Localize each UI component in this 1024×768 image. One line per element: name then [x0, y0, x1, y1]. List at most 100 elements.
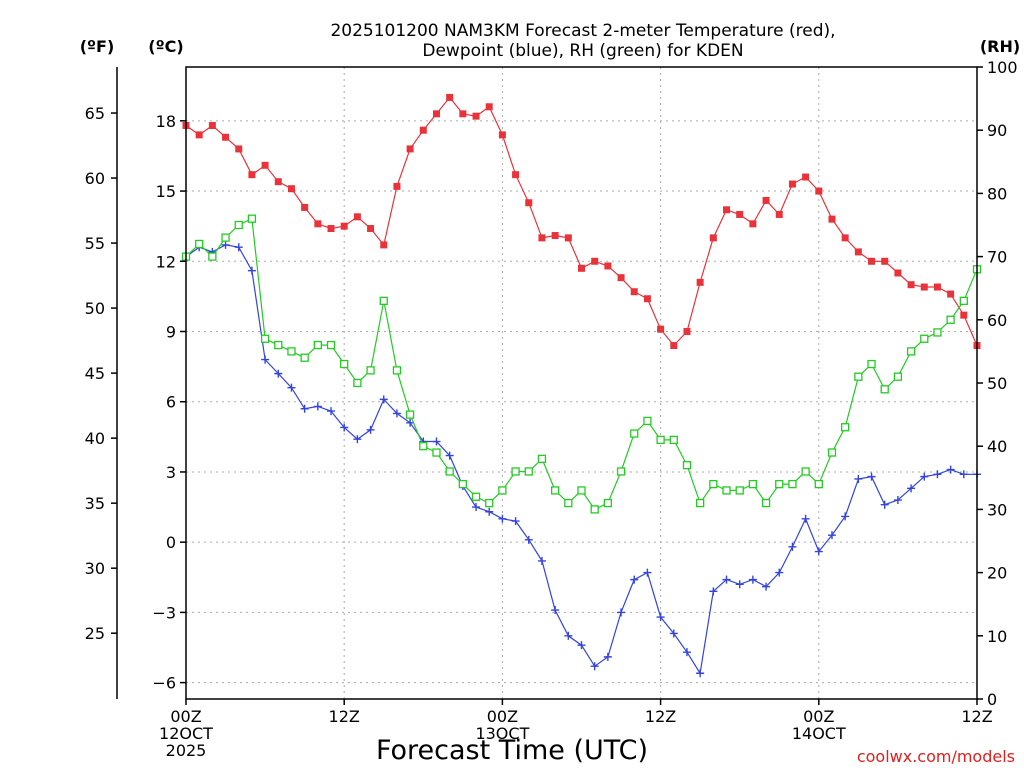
temperature-point: [248, 171, 256, 179]
celsius-tick-label: 6: [166, 393, 176, 412]
rh-point: [524, 467, 533, 476]
dewpoint-point: [524, 535, 533, 544]
temperature-point: [353, 213, 361, 221]
temperature-point: [419, 126, 427, 134]
rh-point: [195, 239, 204, 249]
dewpoint-point: [221, 240, 230, 249]
dewpoint-point: [392, 409, 401, 418]
rh-tick-label: 30: [987, 500, 1007, 519]
temperature-point: [868, 257, 876, 265]
dewpoint-point: [406, 418, 415, 427]
rh-point: [564, 498, 573, 508]
time-tick-label: 00Z: [170, 707, 201, 726]
rh-point: [748, 479, 758, 489]
x-axis-title: Forecast Time (UTC): [376, 735, 648, 766]
rh-point: [300, 353, 309, 362]
rh-point: [550, 486, 560, 495]
temperature-point: [960, 311, 968, 319]
rh-point: [814, 479, 823, 489]
dewpoint-point: [603, 652, 612, 661]
rh-point: [722, 486, 731, 495]
dewpoint-point: [735, 580, 744, 589]
rh-point: [893, 372, 903, 381]
rh-point: [669, 435, 678, 445]
dewpoint-point: [234, 243, 243, 252]
celsius-tick-label: 15: [156, 182, 176, 201]
rh-point: [696, 498, 705, 508]
fahrenheit-tick-label: 45: [85, 364, 105, 383]
celsius-tick-label: 12: [156, 252, 176, 271]
rh-tick-label: 20: [987, 564, 1007, 583]
temperature-point: [301, 203, 309, 211]
rh-point: [630, 429, 639, 438]
dewpoint-point: [379, 395, 388, 404]
temperature-point: [670, 342, 678, 350]
axes-layer: −6 −3 0 3 6 9 12 15 18 25 30 35 40 45 50 55 60 65 0 10 20 30 4…: [85, 58, 1018, 760]
dewpoint-point: [656, 613, 665, 622]
watermark-text: coolwx.com/models: [857, 747, 1015, 766]
temperature-point: [894, 269, 902, 277]
rh-tick-label: 60: [987, 311, 1007, 330]
time-tick-label: 12Z: [645, 707, 676, 726]
rh-point: [880, 385, 889, 394]
rh-point: [920, 334, 929, 343]
rh-point: [933, 328, 942, 337]
time-tick-label: 00Z: [803, 707, 834, 726]
chart-title-line-2: Dewpoint (blue), RH (green) for KDEN: [422, 41, 743, 61]
rh-point: [234, 220, 243, 230]
rh-point: [340, 359, 349, 369]
dewpoint-point: [511, 517, 520, 526]
dewpoint-point: [946, 465, 955, 474]
celsius-tick-label: −6: [152, 674, 176, 693]
dewpoint-point: [247, 266, 256, 275]
fahrenheit-tick-label: 50: [85, 299, 105, 318]
dewpoint-point: [814, 547, 823, 556]
dewpoint-point: [340, 423, 349, 432]
temperature-point: [367, 225, 375, 233]
rh-point: [471, 492, 481, 501]
dewpoint-point: [485, 507, 494, 516]
temperature-point: [195, 131, 203, 139]
rh-axis-unit: (RH): [980, 37, 1020, 56]
dewpoint-point: [287, 383, 296, 392]
temperature-point: [775, 210, 783, 218]
temperature-point: [261, 161, 269, 169]
rh-point: [537, 454, 547, 463]
rh-point: [326, 340, 336, 350]
temperature-point: [459, 110, 467, 118]
rh-point: [208, 252, 217, 261]
dewpoint-point: [801, 514, 810, 523]
time-tick-label: 2025: [166, 741, 207, 760]
temperature-point: [828, 215, 836, 223]
temperature-point: [208, 122, 216, 130]
celsius-axis-unit: (ºC): [148, 37, 183, 56]
temperature-point: [881, 257, 889, 265]
rh-point: [313, 340, 322, 350]
rh-point: [761, 498, 771, 508]
dewpoint-point: [880, 500, 889, 509]
temperature-point: [564, 234, 572, 242]
series-layer: [181, 93, 982, 678]
temperature-point: [578, 264, 585, 272]
dewpoint-point: [669, 629, 678, 638]
rh-point: [682, 461, 692, 470]
temperature-point: [907, 281, 915, 289]
temperature-point: [947, 290, 955, 298]
dewpoint-point: [366, 425, 375, 434]
temperature-point: [235, 145, 243, 153]
temperature-point: [406, 145, 414, 153]
temperature-point: [657, 325, 665, 333]
dewpoint-point: [577, 641, 586, 650]
rh-point: [498, 486, 507, 495]
dewpoint-point: [893, 496, 902, 505]
dewpoint-point: [959, 470, 968, 479]
rh-point: [366, 366, 375, 375]
rh-point: [841, 423, 850, 432]
rh-point: [405, 410, 415, 419]
fahrenheit-tick-label: 35: [85, 494, 105, 513]
rh-point: [274, 340, 283, 350]
rh-point: [959, 296, 968, 305]
temperature-point: [683, 328, 691, 336]
